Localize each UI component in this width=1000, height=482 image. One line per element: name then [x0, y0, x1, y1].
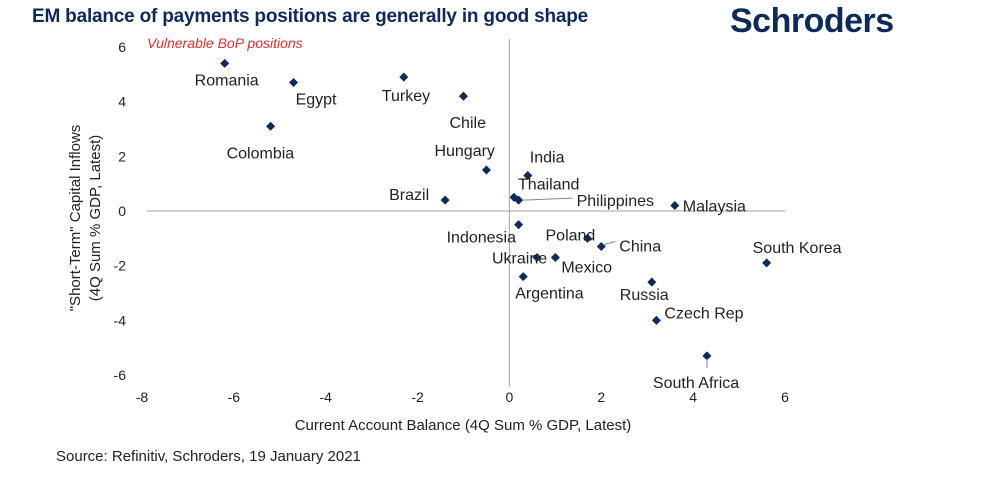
point-marker — [518, 272, 528, 282]
point-marker — [596, 242, 606, 252]
scatter-chart: -8 -6 -4 -2 0 2 4 6 -6 -4 -2 0 2 4 6 Romania Egypt Colom… — [67, 35, 842, 434]
point-label: China — [619, 239, 661, 256]
x-tick-label: 0 — [506, 389, 514, 405]
x-axis-title: Current Account Balance (4Q Sum % GDP, L… — [295, 417, 632, 434]
schroders-logo: Schroders — [730, 2, 894, 40]
x-tick-label: 4 — [689, 389, 697, 405]
x-tick-label: 2 — [597, 389, 605, 405]
point-label: India — [530, 149, 565, 166]
x-tick-label: 6 — [781, 389, 789, 405]
y-tick-label: -2 — [114, 258, 127, 274]
point-label: South Africa — [653, 375, 739, 392]
y-axis-title-line1: "Short-Term" Capital Inflows — [67, 125, 84, 312]
point-label: Thailand — [518, 176, 579, 193]
y-tick-label: 2 — [118, 148, 126, 164]
point-label: Philippines — [577, 193, 654, 210]
source-note: Source: Refinitiv, Schroders, 19 January… — [56, 448, 361, 465]
point-label: Russia — [620, 287, 669, 304]
point-label: Poland — [546, 227, 596, 244]
x-tick-label: -6 — [228, 389, 241, 405]
vulnerable-annotation: Vulnerable BoP positions — [147, 35, 303, 51]
x-tick-label: -8 — [136, 389, 149, 405]
y-tick-label: 6 — [118, 39, 126, 55]
point-label: Indonesia — [447, 230, 516, 247]
y-tick-label: 0 — [118, 203, 126, 219]
y-tick-label: 4 — [118, 94, 126, 110]
point-label: Ukraine — [492, 250, 547, 267]
x-tick-label: -4 — [319, 389, 332, 405]
point-label: Mexico — [561, 259, 612, 276]
point-label: Argentina — [515, 286, 584, 303]
point-label: Romania — [195, 72, 259, 89]
point-label: Brazil — [389, 187, 429, 204]
point-label: Colombia — [227, 145, 295, 162]
point-marker — [399, 72, 409, 82]
axes-group — [147, 39, 785, 387]
chart-title: EM balance of payments positions are gen… — [32, 6, 589, 27]
point-marker — [647, 277, 657, 287]
point-marker — [481, 165, 491, 175]
point-marker — [670, 201, 680, 211]
china-leader-line — [604, 241, 616, 246]
point-marker — [762, 258, 772, 268]
point-label: South Korea — [753, 240, 842, 257]
point-label: Turkey — [382, 88, 430, 105]
y-tick-label: -4 — [114, 312, 127, 328]
point-label: Egypt — [296, 92, 337, 109]
point-marker — [651, 315, 661, 325]
point-labels-group: Romania Egypt Colombia Turkey Chile Hungary In… — [195, 72, 842, 391]
point-marker — [289, 78, 299, 88]
point-marker — [440, 195, 450, 205]
point-marker — [514, 195, 524, 205]
x-tick-label: -2 — [411, 389, 424, 405]
point-label: Malaysia — [683, 199, 746, 216]
point-marker — [220, 58, 230, 68]
point-marker — [458, 91, 469, 101]
y-axis-title-line2: (4Q Sum % GDP, Latest) — [87, 135, 104, 301]
point-marker — [266, 121, 276, 131]
philippines-leader-line — [522, 197, 573, 201]
tick-labels-group: -8 -6 -4 -2 0 2 4 6 -6 -4 -2 0 2 4 6 — [114, 39, 790, 405]
point-label: Hungary — [434, 143, 494, 160]
point-label: Chile — [450, 115, 487, 132]
point-marker — [550, 252, 560, 262]
y-tick-label: -6 — [114, 367, 127, 383]
point-label: Czech Rep — [664, 305, 743, 322]
point-marker — [514, 220, 524, 230]
